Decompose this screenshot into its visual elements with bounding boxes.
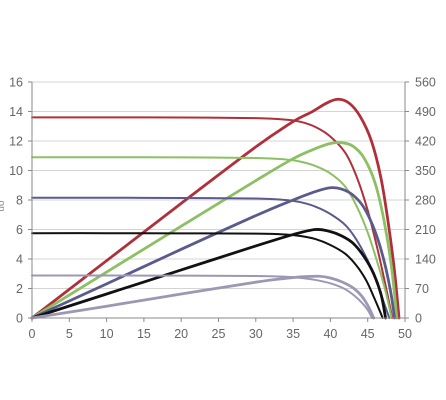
- series-line-9-power: [30, 274, 376, 320]
- x-tick-label-8: 40: [323, 327, 337, 341]
- x-tick-label-6: 30: [249, 327, 263, 341]
- y-right-tick-label-5: 350: [415, 164, 436, 178]
- series-line-7-power: [30, 228, 387, 320]
- series-line-1-power: [30, 97, 401, 320]
- x-tick-label-4: 20: [174, 327, 188, 341]
- y-left-axis-label: uo: [0, 200, 7, 212]
- y-right-tick-label-0: 0: [415, 312, 422, 326]
- series-line-6-current: [31, 232, 384, 319]
- x-tick-label-7: 35: [286, 327, 300, 341]
- y-right-tick-labels: 0 70 140 210 280 350 420 490 560: [415, 76, 436, 326]
- y-right-tick-label-8: 560: [415, 76, 436, 90]
- x-tick-label-2: 10: [100, 327, 114, 341]
- y-left-tick-label-0: 0: [16, 312, 23, 326]
- series-line-5-power: [30, 186, 396, 320]
- y-left-tick-label-5: 10: [9, 164, 23, 178]
- y-left-tick-label-6: 12: [9, 135, 23, 149]
- x-tick-label-10: 50: [398, 327, 412, 341]
- y-right-tick-label-7: 490: [415, 105, 436, 119]
- y-left-tick-label-8: 16: [9, 76, 23, 90]
- y-right-tick-label-1: 70: [415, 282, 429, 296]
- axes: [28, 81, 409, 322]
- x-tick-label-1: 5: [66, 327, 73, 341]
- y-left-tick-label-4: 8: [16, 194, 23, 208]
- series-line-0-current: [31, 116, 394, 319]
- y-right-tick-label-2: 140: [415, 253, 436, 267]
- series-line-2-current: [31, 156, 393, 319]
- y-left-tick-label-7: 14: [9, 105, 23, 119]
- y-left-tick-label-3: 6: [16, 223, 23, 237]
- y-left-tick-label-1: 2: [16, 282, 23, 296]
- y-left-tick-label-2: 4: [16, 253, 23, 267]
- series-line-3-power: [30, 141, 399, 320]
- y-left-tick-labels: 0 2 4 6 8 10 12 14 16: [9, 76, 23, 326]
- series-lines: [30, 97, 401, 320]
- y-right-tick-label-4: 280: [415, 194, 436, 208]
- series-line-8-current: [31, 274, 374, 319]
- x-tick-label-0: 0: [29, 327, 36, 341]
- x-tick-label-5: 25: [212, 327, 226, 341]
- x-tick-label-9: 45: [361, 327, 375, 341]
- y-right-tick-label-6: 420: [415, 135, 436, 149]
- x-tick-label-3: 15: [137, 327, 151, 341]
- x-axis-tick-labels: 0 5 10 15 20 25 30 35 40 45 50: [29, 327, 412, 341]
- y-right-tick-label-3: 210: [415, 223, 436, 237]
